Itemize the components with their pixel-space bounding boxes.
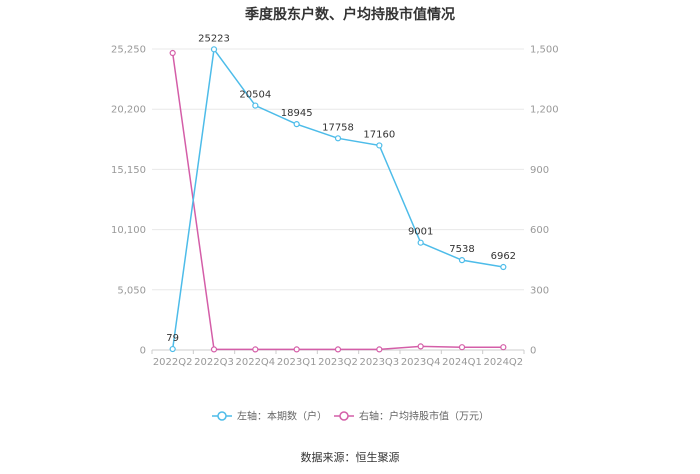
households-point	[458, 257, 466, 264]
avg-value-point	[169, 49, 176, 57]
left-tick-label: 15,150	[111, 165, 146, 176]
right-tick-label: 900	[530, 165, 549, 176]
avg-value-point	[293, 346, 300, 353]
left-axis-ticks: 0 5,050 10,100 15,150 20,200 25,250	[111, 45, 146, 357]
avg-value-point	[334, 346, 342, 353]
households-point	[169, 345, 176, 353]
avg-value-point	[458, 344, 466, 351]
avg-value-point	[210, 346, 218, 353]
series-line-households	[171, 47, 504, 350]
right-axis-ticks: 0 300 600 900 1,200 1,500	[530, 45, 559, 357]
left-tick-label: 10,100	[111, 225, 146, 236]
x-tick-label: 2022Q2	[153, 357, 193, 368]
source-text: 数据来源：恒生聚源	[301, 450, 400, 464]
legend-item-avg-value: 右轴：户均持股市值（万元）	[334, 410, 489, 423]
avg-value-point	[376, 346, 383, 353]
households-point	[376, 142, 383, 149]
legend-item-households: 左轴：本期数（户）	[212, 410, 327, 423]
households-point	[500, 263, 507, 271]
x-tick-label: 2022Q3	[194, 357, 234, 368]
households-point	[293, 121, 300, 128]
right-tick-label: 300	[530, 285, 549, 296]
households-data-label: 7538	[449, 244, 474, 255]
x-tick-label: 2024Q1	[442, 357, 482, 368]
households-point	[252, 102, 259, 109]
avg-value-point	[252, 346, 259, 353]
x-tick-label: 2024Q2	[483, 357, 523, 368]
avg-value-point	[417, 343, 424, 350]
x-axis-ticks: 2022Q2 2022Q3 2022Q4 2023Q1 2023Q2 2023Q3 2023…	[151, 350, 525, 368]
households-point	[210, 46, 218, 53]
right-tick-label: 0	[530, 346, 536, 357]
legend-swatch-marker	[339, 411, 349, 421]
x-tick-label: 2023Q1	[277, 357, 317, 368]
left-tick-label: 25,250	[111, 45, 146, 56]
households-data-label: 6962	[491, 251, 516, 262]
series-line-avg-value	[171, 52, 504, 351]
chart-title: 季度股东户数、户均持股市值情况	[244, 6, 455, 23]
households-data-label: 20504	[239, 90, 271, 101]
households-point	[334, 135, 342, 142]
right-tick-label: 600	[530, 225, 549, 236]
x-tick-label: 2022Q4	[235, 357, 275, 368]
x-tick-label: 2023Q2	[318, 357, 358, 368]
left-tick-label: 5,050	[117, 285, 146, 296]
left-tick-label: 0	[140, 346, 146, 357]
legend-label: 右轴：户均持股市值（万元）	[359, 410, 489, 423]
households-data-label: 79	[166, 333, 179, 344]
right-tick-label: 1,200	[530, 105, 559, 116]
data-labels: 79 25223 20504 18945 17758 17160 9001 7538 6962	[166, 33, 516, 344]
series-layer	[169, 46, 507, 353]
households-data-label: 17758	[322, 122, 354, 133]
right-tick-label: 1,500	[530, 45, 559, 56]
households-data-label: 25223	[198, 33, 230, 44]
legend-swatch-marker	[217, 411, 227, 421]
x-tick-label: 2023Q4	[401, 357, 441, 368]
households-data-label: 9001	[408, 227, 433, 238]
x-tick-label: 2023Q3	[359, 357, 399, 368]
left-tick-label: 20,200	[111, 105, 146, 116]
legend: 左轴：本期数（户） 右轴：户均持股市值（万元）	[212, 410, 489, 423]
households-point	[417, 239, 424, 246]
avg-value-point	[500, 344, 507, 351]
households-data-label: 18945	[281, 108, 313, 119]
households-data-label: 17160	[363, 129, 395, 140]
legend-label: 左轴：本期数（户）	[237, 410, 327, 423]
